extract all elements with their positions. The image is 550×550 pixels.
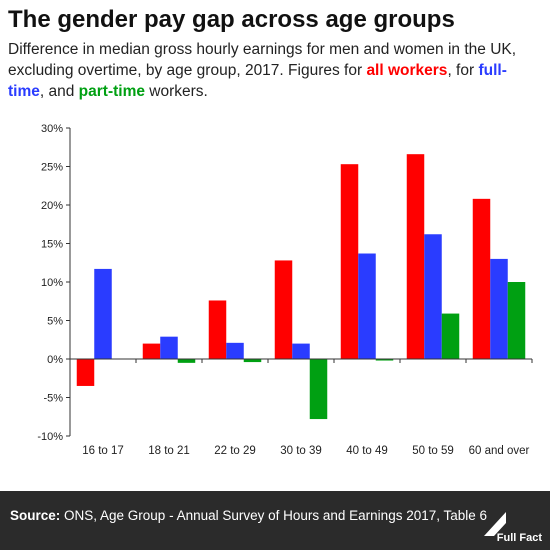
y-tick-label: 25%	[41, 162, 63, 174]
bar-all-workers	[472, 198, 491, 359]
x-category-label: 40 to 49	[346, 445, 388, 457]
bar-full-time	[160, 336, 178, 359]
logo-text: Full Fact	[496, 532, 542, 544]
subtitle-text-4: workers.	[144, 83, 208, 100]
footer: Source: ONS, Age Group - Annual Survey o…	[0, 491, 550, 550]
bar-part-time	[441, 313, 460, 359]
y-tick-label: 0%	[47, 354, 63, 366]
bar-all-workers	[142, 343, 161, 359]
bar-part-time	[375, 359, 394, 361]
bar-chart: 30% 25% 20% 15% 10% 5% 0% -5% -10% 16 to 17 18 to …	[37, 123, 533, 457]
bar-full-time	[424, 234, 442, 359]
x-category-label: 60 and over	[469, 445, 530, 457]
x-category-label: 30 to 39	[280, 445, 322, 457]
x-category-label: 18 to 21	[148, 445, 190, 457]
chart-subtitle: Difference in median gross hourly earnin…	[8, 39, 542, 102]
x-category-label: 16 to 17	[82, 445, 124, 457]
y-tick-label: 15%	[41, 239, 63, 251]
bar-part-time	[177, 359, 196, 363]
full-fact-logo: Full Fact	[480, 506, 542, 544]
x-category-label: 50 to 59	[412, 445, 454, 457]
source-text: ONS, Age Group - Annual Survey of Hours …	[60, 508, 488, 523]
y-tick-label: -10%	[37, 431, 63, 443]
bar-part-time	[243, 359, 262, 363]
x-category-label: 22 to 29	[214, 445, 256, 457]
bar-all-workers	[406, 154, 425, 359]
bar-full-time	[358, 253, 376, 359]
y-tick-label: -5%	[43, 393, 63, 405]
y-tick-label: 5%	[47, 316, 63, 328]
bar-part-time	[309, 359, 328, 420]
y-tick-label: 20%	[41, 200, 63, 212]
logo-mark-icon	[484, 512, 506, 536]
subtitle-full-time: full-time	[8, 62, 507, 100]
bar-part-time	[507, 282, 526, 359]
y-tick-label: 30%	[41, 123, 63, 135]
bar-full-time	[226, 342, 244, 359]
subtitle-all-workers: all workers	[366, 62, 448, 79]
bar-all-workers	[208, 300, 227, 359]
source-label: Source:	[10, 508, 61, 523]
bar-all-workers	[340, 164, 359, 359]
y-tick-label: 10%	[41, 277, 63, 289]
subtitle-text-3: , and	[39, 83, 79, 100]
bar-full-time	[292, 343, 310, 359]
subtitle-part-time: part-time	[78, 83, 145, 100]
bar-all-workers	[76, 359, 95, 386]
bar-full-time	[94, 268, 112, 359]
subtitle-text-2: , for	[447, 62, 479, 79]
chart-title: The gender pay gap across age groups	[8, 6, 455, 33]
subtitle-text-1: Difference in median gross hourly earnin…	[8, 41, 517, 79]
bar-all-workers	[274, 260, 293, 359]
bar-full-time	[490, 258, 508, 359]
source-note: Source: ONS, Age Group - Annual Survey o…	[10, 508, 487, 523]
